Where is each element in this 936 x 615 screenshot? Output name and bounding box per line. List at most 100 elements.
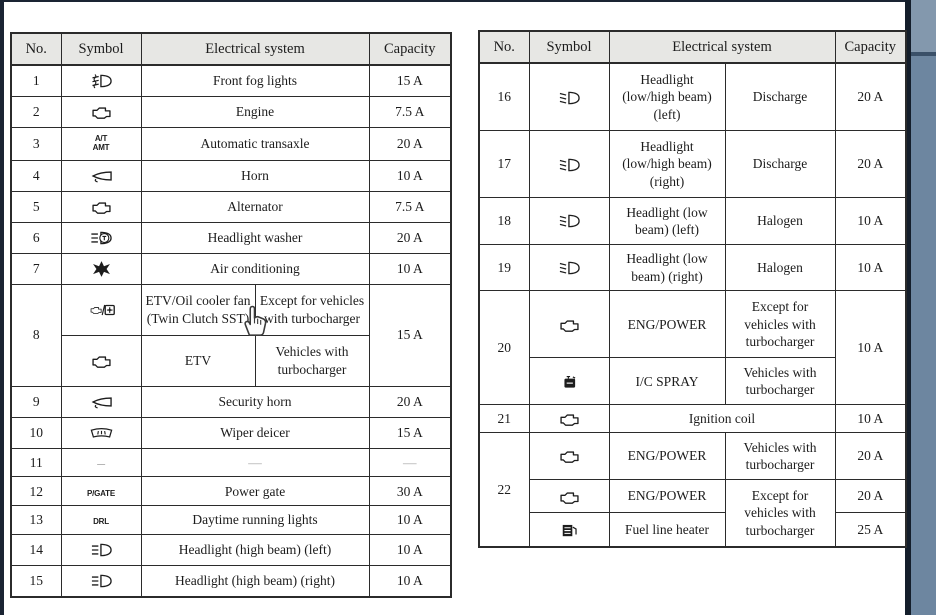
- fuse-row: 21 Ignition coil 10 A: [478, 404, 907, 434]
- fuse-row: 5 Alternator 7.5 A: [10, 190, 452, 223]
- fuse-symbol-cell: [528, 197, 610, 245]
- fuse-row: 8 ETV/Oil cooler fan (Twin Clutch SST) Exc…: [10, 283, 452, 387]
- capacity-cell: 20 A: [834, 432, 907, 480]
- fuse-number-cell: 17: [478, 130, 530, 199]
- electrical-system-cell: Headlight washer: [140, 221, 370, 254]
- electrical-system-cell: Automatic transaxle: [140, 126, 370, 161]
- headlight-high-beam-icon: [88, 572, 115, 590]
- fuse-number-cell: 2: [10, 96, 62, 128]
- column-header: Electrical system: [608, 30, 836, 64]
- capacity-cell: 10 A: [368, 505, 452, 535]
- fuse-row: 19 Headlight (low beam) (right) Halogen 10 …: [478, 243, 907, 292]
- capacity-cell: 30 A: [368, 476, 452, 507]
- electrical-system-cell: ENG/POWER: [608, 290, 726, 359]
- fuse-table-left: No. Symbol Electrical system Capacity 1 Fron…: [10, 32, 453, 598]
- fuse-number-cell: 14: [10, 533, 62, 566]
- fuse-number-cell: 6: [10, 221, 62, 254]
- capacity-cell: 10 A: [834, 197, 907, 245]
- drl-symbol: DRL: [93, 517, 109, 527]
- engine-icon: [88, 352, 115, 370]
- electrical-system-cell: Headlight (low beam) (right): [608, 243, 726, 292]
- fuse-symbol-cell: [60, 64, 142, 98]
- fuse-symbol-cell: [528, 243, 610, 292]
- electrical-system-cell: Alternator: [140, 190, 370, 223]
- capacity-cell: 15 A: [368, 283, 452, 387]
- fuse-number-cell: 19: [478, 243, 530, 292]
- fuse-symbol-cell: [528, 357, 610, 406]
- fuse-symbol-cell: [60, 533, 142, 566]
- horn-icon: [88, 167, 115, 185]
- fuse-symbol-cell: [528, 432, 610, 480]
- fuse-symbol-cell: [528, 512, 610, 548]
- fuse-row: ETV Vehicles with turbocharger: [11, 334, 451, 387]
- fuse-row: 10 Wiper deicer 15 A: [10, 416, 452, 449]
- engine-icon: [556, 316, 583, 334]
- capacity-cell: 25 A: [834, 512, 907, 548]
- fuse-symbol-cell: [528, 62, 610, 132]
- electrical-system-cell: ENG/POWER: [608, 478, 726, 514]
- electrical-system-cell: Headlight (high beam) (left): [140, 533, 370, 566]
- fuse-row: 7 Air conditioning 10 A: [10, 252, 452, 285]
- fuse-number-cell: 1: [10, 64, 62, 98]
- fuel-heater-icon: [556, 521, 583, 539]
- headlight-washer-icon: [88, 229, 115, 247]
- headlight-beam-icon: [556, 212, 583, 230]
- electrical-system-cell: Engine: [140, 96, 370, 128]
- capacity-cell: 20 A: [368, 126, 452, 161]
- fuse-number-cell: 18: [478, 197, 530, 245]
- fuse-number-cell: 11: [10, 447, 62, 478]
- electrical-system-cell: Fuel line heater: [608, 512, 726, 548]
- fuse-number-cell: 10: [10, 416, 62, 449]
- condition-note-cell: Discharge: [724, 62, 836, 132]
- headlight-beam-icon: [556, 156, 583, 174]
- column-header: Symbol: [60, 32, 142, 66]
- spray-icon: [556, 373, 583, 391]
- table-header-right: No. Symbol Electrical system Capacity: [478, 30, 907, 64]
- capacity-cell: 20 A: [834, 62, 907, 132]
- column-header: No.: [478, 30, 530, 64]
- condition-note-cell: Except for vehicles with turbocharger: [724, 478, 836, 548]
- fuse-symbol-cell: [528, 290, 610, 359]
- headlight-beam-icon: [556, 259, 583, 277]
- capacity-cell: 10 A: [834, 290, 907, 406]
- fuse-symbol-cell: [60, 252, 142, 285]
- fuse-number-cell: 13: [10, 505, 62, 535]
- fuse-row: 20 ENG/POWER Except for vehicles with turb…: [478, 290, 907, 406]
- table-header-left: No. Symbol Electrical system Capacity: [10, 32, 452, 66]
- fuse-symbol-cell: [60, 190, 142, 223]
- fuse-number-cell: 20: [478, 290, 530, 406]
- capacity-cell: 7.5 A: [368, 96, 452, 128]
- electrical-system-cell: Security horn: [140, 385, 370, 418]
- fuse-number-cell: 15: [10, 564, 62, 598]
- electrical-system-cell: Ignition coil: [608, 404, 836, 434]
- capacity-cell: 20 A: [368, 221, 452, 254]
- electrical-system-cell: Wiper deicer: [140, 416, 370, 449]
- capacity-cell: 10 A: [368, 533, 452, 566]
- engine-icon: [556, 410, 583, 428]
- fuse-number-cell: 21: [478, 404, 530, 434]
- capacity-cell: 15 A: [368, 416, 452, 449]
- fuse-symbol-cell: [60, 159, 142, 192]
- condition-note-cell: Vehicles with turbocharger: [724, 357, 836, 406]
- window-top-edge: [0, 0, 936, 2]
- fuse-row: 9 Security horn 20 A: [10, 385, 452, 418]
- fuse-row: 2 Engine 7.5 A: [10, 96, 452, 128]
- headlight-beam-icon: [556, 89, 583, 107]
- fuse-row: 14 Headlight (high beam) (left) 10 A: [10, 533, 452, 566]
- electrical-system-cell: I/C SPRAY: [608, 357, 726, 406]
- electrical-system-cell: ENG/POWER: [608, 432, 726, 480]
- fuse-number-cell: 5: [10, 190, 62, 223]
- electrical-system-cell: Air conditioning: [140, 252, 370, 285]
- condition-note-cell: Halogen: [724, 243, 836, 292]
- condition-note-cell: Vehicles with turbocharger: [254, 334, 370, 387]
- fuse-row: 22 ENG/POWER Vehicles with turbocharger 20 …: [478, 432, 907, 548]
- fuse-symbol-cell: —: [60, 447, 142, 478]
- fuse-row: 16 Headlight (low/high beam) (left) Discha…: [478, 62, 907, 132]
- fuse-row: 17 Headlight (low/high beam) (right) Disch…: [478, 130, 907, 199]
- fuse-number-cell: 4: [10, 159, 62, 192]
- fuse-row: 12 P/GATE Power gate 30 A: [10, 476, 452, 507]
- fuse-number-cell: 3: [10, 126, 62, 161]
- right-band-top-segment: [911, 0, 936, 56]
- fuse-number-cell: 9: [10, 385, 62, 418]
- fuse-symbol-cell: [528, 130, 610, 199]
